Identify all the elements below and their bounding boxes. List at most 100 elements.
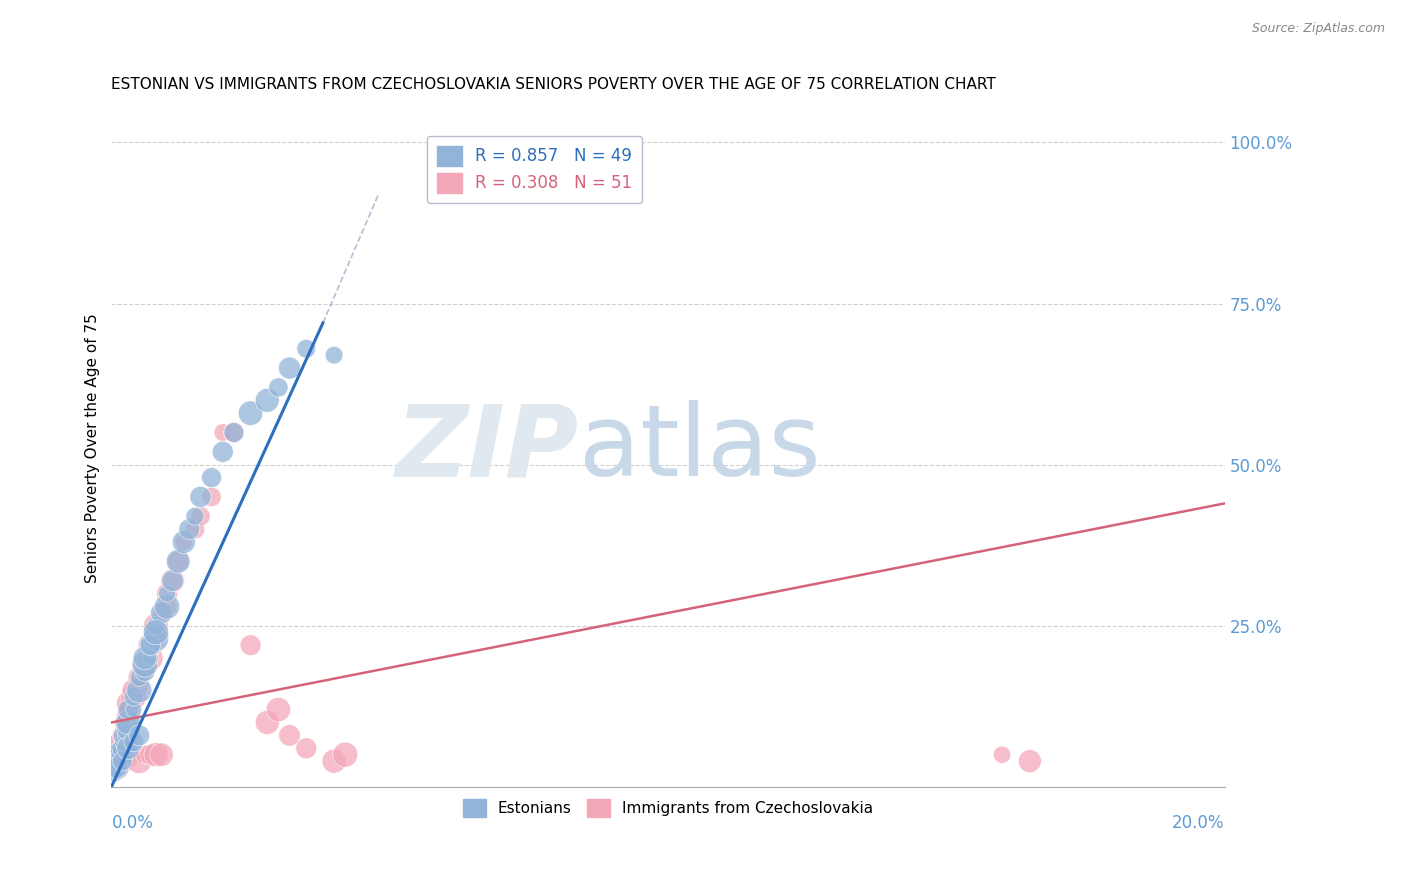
Point xyxy=(184,522,207,536)
Point xyxy=(145,632,167,646)
Point xyxy=(211,445,233,459)
Point xyxy=(122,735,145,749)
Point xyxy=(111,735,134,749)
Point xyxy=(139,638,162,652)
Point xyxy=(145,625,167,640)
Point xyxy=(156,586,179,600)
Point xyxy=(111,754,134,768)
Point xyxy=(122,690,145,704)
Point xyxy=(128,670,150,684)
Point xyxy=(105,754,128,768)
Point xyxy=(117,741,139,756)
Point xyxy=(103,767,125,781)
Point xyxy=(267,703,290,717)
Point xyxy=(105,747,128,762)
Text: atlas: atlas xyxy=(579,401,821,497)
Point xyxy=(122,683,145,698)
Point xyxy=(139,747,162,762)
Point xyxy=(122,703,145,717)
Point xyxy=(145,619,167,633)
Point xyxy=(105,761,128,775)
Point xyxy=(150,747,173,762)
Point xyxy=(117,747,139,762)
Point xyxy=(103,761,125,775)
Point xyxy=(156,599,179,614)
Point xyxy=(111,728,134,742)
Point xyxy=(139,638,162,652)
Point xyxy=(111,747,134,762)
Point xyxy=(156,586,179,600)
Point xyxy=(278,361,301,376)
Point xyxy=(111,741,134,756)
Point xyxy=(145,619,167,633)
Point xyxy=(134,651,156,665)
Point xyxy=(122,690,145,704)
Point xyxy=(162,574,184,588)
Point xyxy=(211,425,233,440)
Point xyxy=(256,393,278,408)
Legend: Estonians, Immigrants from Czechoslovakia: Estonians, Immigrants from Czechoslovaki… xyxy=(454,789,883,827)
Point xyxy=(167,554,190,568)
Point xyxy=(128,670,150,684)
Point xyxy=(150,606,173,620)
Point xyxy=(111,754,134,768)
Point xyxy=(134,747,156,762)
Text: 0.0%: 0.0% xyxy=(111,814,153,832)
Point xyxy=(295,342,318,356)
Point xyxy=(128,754,150,768)
Y-axis label: Seniors Poverty Over the Age of 75: Seniors Poverty Over the Age of 75 xyxy=(86,314,100,583)
Text: ESTONIAN VS IMMIGRANTS FROM CZECHOSLOVAKIA SENIORS POVERTY OVER THE AGE OF 75 CO: ESTONIAN VS IMMIGRANTS FROM CZECHOSLOVAK… xyxy=(111,78,997,93)
Point xyxy=(278,728,301,742)
Point xyxy=(134,657,156,672)
Point xyxy=(156,599,179,614)
Point xyxy=(991,747,1014,762)
Point xyxy=(117,696,139,710)
Text: ZIP: ZIP xyxy=(396,401,579,497)
Point xyxy=(117,728,139,742)
Point xyxy=(105,761,128,775)
Point xyxy=(139,638,162,652)
Point xyxy=(323,348,346,362)
Point xyxy=(117,715,139,730)
Point xyxy=(128,677,150,691)
Point xyxy=(267,380,290,394)
Point xyxy=(222,425,245,440)
Point xyxy=(117,722,139,736)
Point xyxy=(173,535,195,549)
Point xyxy=(111,728,134,742)
Point xyxy=(1018,754,1040,768)
Point xyxy=(122,747,145,762)
Point xyxy=(150,606,173,620)
Point xyxy=(239,638,262,652)
Point xyxy=(111,715,134,730)
Point xyxy=(239,406,262,420)
Point xyxy=(295,741,318,756)
Point xyxy=(190,509,212,524)
Point xyxy=(323,754,346,768)
Point xyxy=(134,657,156,672)
Point xyxy=(139,651,162,665)
Point xyxy=(145,632,167,646)
Point xyxy=(105,747,128,762)
Point xyxy=(335,747,357,762)
Text: 20.0%: 20.0% xyxy=(1173,814,1225,832)
Point xyxy=(105,754,128,768)
Point xyxy=(201,470,224,484)
Point xyxy=(117,703,139,717)
Point xyxy=(128,683,150,698)
Point xyxy=(128,728,150,742)
Text: Source: ZipAtlas.com: Source: ZipAtlas.com xyxy=(1251,22,1385,36)
Point xyxy=(222,425,245,440)
Point xyxy=(167,554,190,568)
Point xyxy=(162,574,184,588)
Point xyxy=(117,709,139,723)
Point xyxy=(184,509,207,524)
Point xyxy=(108,735,131,749)
Point xyxy=(111,722,134,736)
Point xyxy=(256,715,278,730)
Point xyxy=(190,490,212,504)
Point xyxy=(117,703,139,717)
Point xyxy=(134,664,156,678)
Point xyxy=(179,522,201,536)
Point xyxy=(201,490,224,504)
